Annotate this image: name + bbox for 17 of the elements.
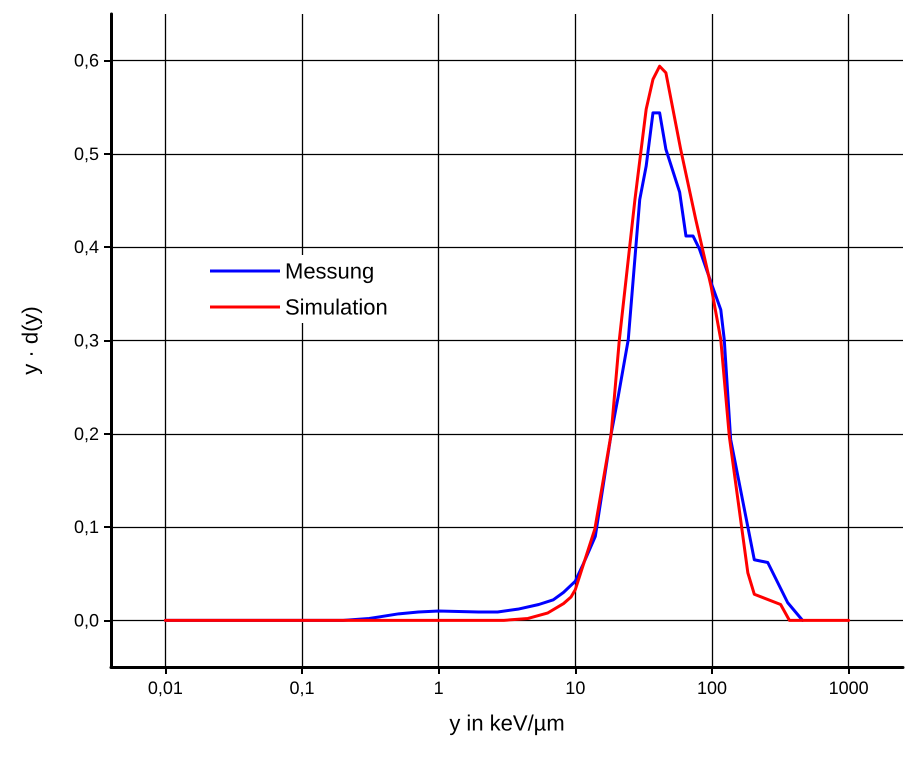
y-tick-label: 0,0 bbox=[74, 610, 99, 630]
x-tick-label: 1 bbox=[434, 678, 444, 698]
legend-label: Simulation bbox=[285, 294, 388, 320]
x-tick-label: 100 bbox=[696, 678, 727, 698]
x-tick-label: 0,1 bbox=[290, 678, 315, 698]
y-tick-label: 0,6 bbox=[74, 50, 99, 71]
y-axis-title: y · d(y) bbox=[18, 306, 42, 375]
x-axis-title: y in keV/µm bbox=[449, 710, 565, 736]
y-tick-label: 0,5 bbox=[74, 144, 99, 164]
y-tick-label: 0,2 bbox=[74, 424, 99, 444]
x-tick-label: 0,01 bbox=[148, 678, 183, 698]
y-tick-label: 0,3 bbox=[74, 330, 99, 350]
y-tick-label: 0,4 bbox=[74, 237, 99, 258]
legend-label: Messung bbox=[285, 258, 374, 284]
x-tick-label: 1000 bbox=[828, 678, 869, 698]
x-tick-label: 10 bbox=[565, 678, 586, 698]
y-tick-label: 0,1 bbox=[74, 517, 99, 538]
